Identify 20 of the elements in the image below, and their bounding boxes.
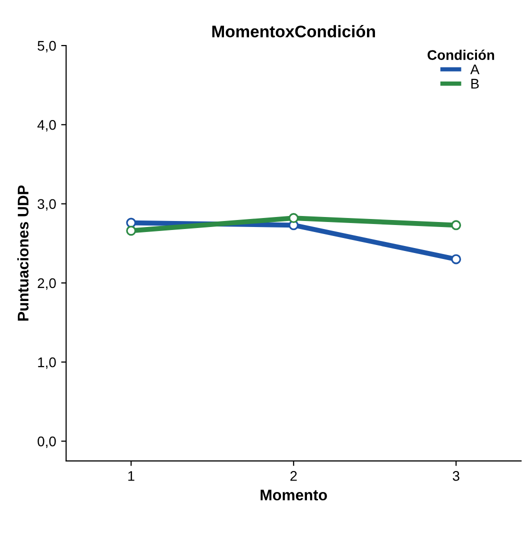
x-axis-title: Momento xyxy=(260,490,327,500)
y-tick-label: 2,0 xyxy=(38,278,56,290)
y-tick-label: 1,0 xyxy=(38,357,56,369)
y-tick-label: 4,0 xyxy=(37,120,56,132)
legend-label: A xyxy=(470,64,480,74)
point xyxy=(451,254,462,264)
y-tick-label: 3,0 xyxy=(38,199,56,211)
legend-label: B xyxy=(471,78,479,88)
legend-title: Condición xyxy=(428,50,494,60)
chart-title: MomentoxCondición xyxy=(212,25,375,38)
y-axis-title: Puntuaciones UDP xyxy=(17,185,29,321)
y-tick-label: 0,0 xyxy=(38,436,56,448)
x-tick-label: 2 xyxy=(290,471,297,481)
x-tick-label: 3 xyxy=(452,471,460,481)
point xyxy=(126,226,136,236)
y-tick-label: 5,0 xyxy=(38,40,56,52)
point xyxy=(288,213,299,224)
point xyxy=(126,218,136,228)
x-tick-label: 1 xyxy=(128,471,134,481)
point xyxy=(451,220,462,230)
